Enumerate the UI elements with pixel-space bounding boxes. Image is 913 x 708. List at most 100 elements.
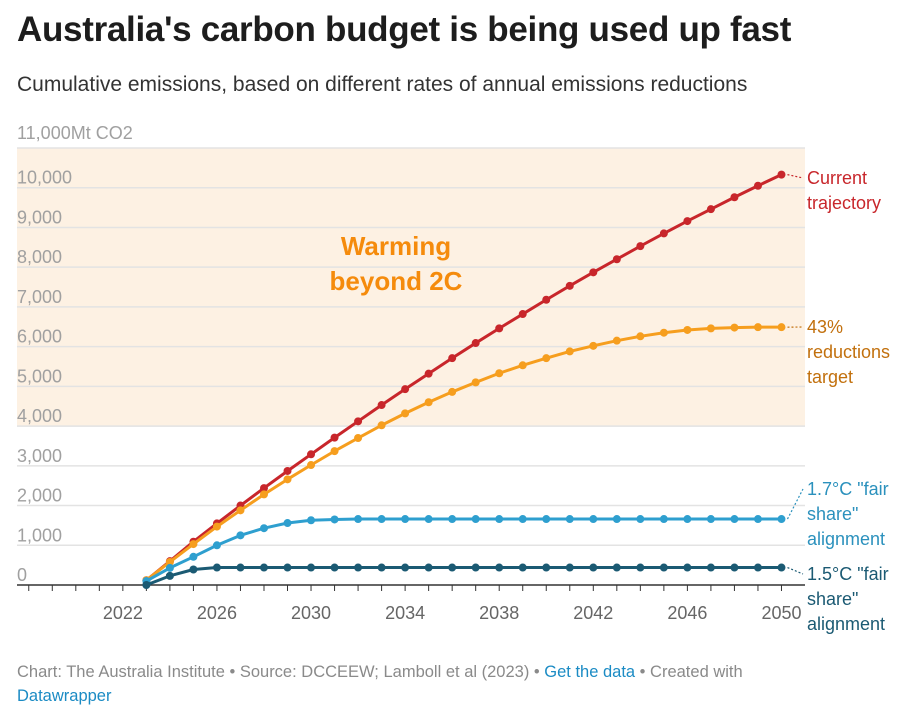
y-tick-label: 7,000 bbox=[17, 287, 62, 307]
series-1-point bbox=[448, 388, 456, 396]
series-1-point bbox=[613, 337, 621, 345]
get-the-data-link[interactable]: Get the data bbox=[544, 663, 635, 681]
series-2-point bbox=[777, 515, 785, 523]
series-1-point bbox=[589, 342, 597, 350]
series-2-point bbox=[613, 515, 621, 523]
series-1-point bbox=[260, 490, 268, 498]
series-3-point bbox=[448, 564, 456, 572]
series-0-point bbox=[613, 255, 621, 263]
series-3-point bbox=[307, 564, 315, 572]
series-2-point bbox=[378, 515, 386, 523]
series-3-point bbox=[542, 564, 550, 572]
series-3-point bbox=[660, 564, 668, 572]
series-0-point bbox=[730, 193, 738, 201]
series-1-point bbox=[378, 421, 386, 429]
series-1-point bbox=[542, 354, 550, 362]
chart-footer: Chart: The Australia Institute • Source:… bbox=[17, 660, 897, 708]
series-0-point bbox=[777, 171, 785, 179]
series-1-point bbox=[284, 475, 292, 483]
series-3-point bbox=[519, 564, 527, 572]
warming-annotation: Warming bbox=[341, 231, 451, 261]
series-end-label: alignment bbox=[807, 529, 885, 549]
series-3-point bbox=[636, 564, 644, 572]
series-label-connector bbox=[787, 489, 803, 519]
series-3-point bbox=[777, 564, 785, 572]
series-2-point bbox=[730, 515, 738, 523]
series-1-point bbox=[566, 347, 574, 355]
series-0-point bbox=[331, 434, 339, 442]
series-3-point bbox=[401, 564, 409, 572]
series-1-point bbox=[660, 329, 668, 337]
series-3-point bbox=[589, 564, 597, 572]
series-end-label: target bbox=[807, 367, 853, 387]
series-2-point bbox=[260, 524, 268, 532]
series-end-label: Current bbox=[807, 168, 867, 188]
series-1-point bbox=[236, 506, 244, 514]
series-0-point bbox=[378, 401, 386, 409]
x-tick-label: 2030 bbox=[291, 603, 331, 623]
y-tick-label: 4,000 bbox=[17, 406, 62, 426]
series-end-label: share" bbox=[807, 589, 858, 609]
series-2-point bbox=[566, 515, 574, 523]
series-3-point bbox=[236, 564, 244, 572]
series-0-point bbox=[707, 205, 715, 213]
y-tick-label: 3,000 bbox=[17, 446, 62, 466]
series-1-point bbox=[730, 324, 738, 332]
series-1-point bbox=[777, 323, 785, 331]
x-tick-label: 2046 bbox=[667, 603, 707, 623]
series-0-point bbox=[519, 310, 527, 318]
datawrapper-link[interactable]: Datawrapper bbox=[17, 687, 111, 705]
series-1-point bbox=[754, 323, 762, 331]
series-2-point bbox=[472, 515, 480, 523]
series-0-point bbox=[495, 324, 503, 332]
series-2-point bbox=[542, 515, 550, 523]
x-tick-label: 2034 bbox=[385, 603, 425, 623]
series-3-point bbox=[378, 564, 386, 572]
series-1-point bbox=[495, 369, 503, 377]
series-1-point bbox=[213, 523, 221, 531]
series-2-point bbox=[754, 515, 762, 523]
series-2-point bbox=[331, 515, 339, 523]
series-0-point bbox=[401, 385, 409, 393]
series-3-point bbox=[566, 564, 574, 572]
series-3-point bbox=[260, 564, 268, 572]
series-0-point bbox=[660, 229, 668, 237]
series-2-point bbox=[707, 515, 715, 523]
warming-annotation: beyond 2C bbox=[330, 266, 463, 296]
footer-credits: Chart: The Australia Institute • Source:… bbox=[17, 663, 544, 681]
series-2-point bbox=[166, 564, 174, 572]
series-3-point bbox=[730, 564, 738, 572]
y-tick-label: 6,000 bbox=[17, 327, 62, 347]
series-0-point bbox=[754, 182, 762, 190]
series-1-point bbox=[683, 326, 691, 334]
series-1-point bbox=[425, 398, 433, 406]
y-axis-unit-label: 11,000Mt CO2 bbox=[17, 123, 133, 143]
series-1-point bbox=[636, 332, 644, 340]
series-2-point bbox=[448, 515, 456, 523]
x-tick-label: 2038 bbox=[479, 603, 519, 623]
series-end-label: reductions bbox=[807, 342, 890, 362]
y-tick-label: 1,000 bbox=[17, 525, 62, 545]
series-2-point bbox=[401, 515, 409, 523]
series-0-point bbox=[683, 217, 691, 225]
series-3-point bbox=[331, 564, 339, 572]
series-3-point bbox=[142, 581, 150, 589]
series-end-label: 1.7°C "fair bbox=[807, 479, 889, 499]
series-2-point bbox=[284, 519, 292, 527]
series-2-point bbox=[189, 553, 197, 561]
series-end-label: share" bbox=[807, 504, 858, 524]
series-2-point bbox=[519, 515, 527, 523]
y-tick-label: 8,000 bbox=[17, 247, 62, 267]
series-2-point bbox=[307, 516, 315, 524]
series-label-connector bbox=[787, 568, 803, 574]
series-3-point bbox=[495, 564, 503, 572]
series-3-point bbox=[472, 564, 480, 572]
series-0-point bbox=[448, 354, 456, 362]
series-1-point bbox=[331, 447, 339, 455]
series-line-2 bbox=[146, 519, 781, 581]
series-3-point bbox=[189, 566, 197, 574]
series-end-label: 43% bbox=[807, 317, 843, 337]
series-0-point bbox=[354, 417, 362, 425]
series-2-point bbox=[636, 515, 644, 523]
series-3-point bbox=[683, 564, 691, 572]
